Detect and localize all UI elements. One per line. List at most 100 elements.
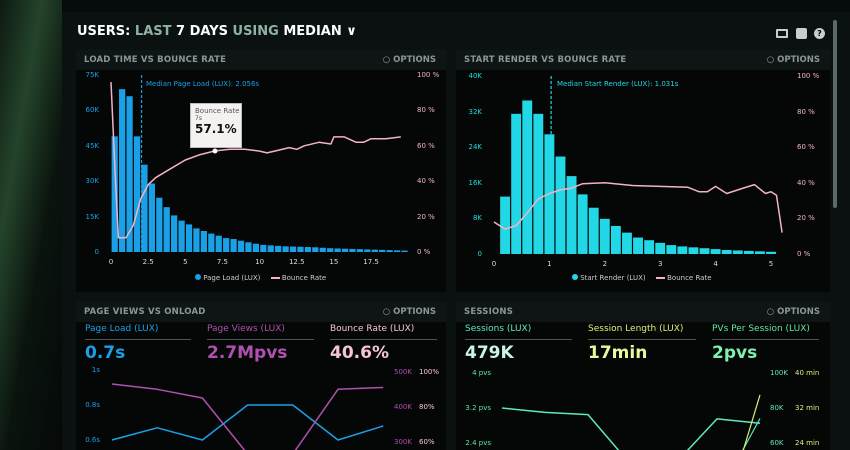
tick-label: 15K	[85, 212, 100, 221]
tick-label: 100 %	[797, 72, 820, 80]
tick-label: 60K	[85, 106, 100, 115]
tick-label: 80K	[770, 404, 784, 412]
tick-label: 24 min	[795, 439, 820, 447]
pvs-per-session-line	[501, 407, 761, 450]
histogram-bar	[577, 194, 588, 254]
legend: Start Render (LUX) Bounce Rate	[572, 274, 712, 282]
legend: Page Load (LUX) Bounce Rate	[195, 274, 326, 282]
histogram-bar	[178, 220, 185, 252]
histogram-bar	[364, 249, 371, 252]
tick-label: 0 %	[417, 248, 431, 256]
metric-value: 0.7s	[85, 343, 126, 363]
page-load-line	[111, 404, 384, 441]
metric-label: Page Load (LUX)	[85, 324, 159, 334]
histogram-bar	[356, 249, 364, 252]
histogram-bar	[341, 248, 349, 252]
scrollbar[interactable]	[833, 20, 837, 208]
title-days[interactable]: 7 DAYS	[176, 24, 228, 39]
histogram-bar	[245, 242, 252, 252]
tick-label: 40K	[468, 72, 483, 80]
tick-label: 8K	[472, 214, 482, 223]
histogram-bar	[133, 136, 141, 252]
tick-label: 2.4 pvs	[465, 439, 491, 447]
histogram-bar	[319, 247, 326, 252]
bounce-rate-line	[493, 182, 783, 233]
histogram-bar	[260, 244, 267, 252]
options-button[interactable]: ○ OPTIONS	[766, 307, 820, 317]
options-button[interactable]: ○ OPTIONS	[766, 55, 820, 65]
tick-label: 7.5	[216, 258, 228, 266]
metric-value: 2.7Mpvs	[207, 343, 288, 363]
histogram-bar	[710, 249, 721, 254]
legend-item[interactable]: Bounce Rate	[667, 274, 712, 282]
options-button[interactable]: ○ OPTIONS	[382, 307, 436, 317]
histogram-bar	[252, 243, 259, 252]
help-icon[interactable]: ?	[814, 28, 825, 39]
options-label: OPTIONS	[393, 55, 436, 65]
tick-label: 4	[713, 260, 718, 268]
legend-line-icon	[270, 277, 280, 279]
options-button[interactable]: ○ OPTIONS	[382, 55, 436, 65]
chevron-down-icon[interactable]: ∨	[346, 24, 357, 39]
histogram-bar	[533, 113, 544, 254]
tick-label: 0 %	[797, 250, 811, 258]
histogram-bar	[148, 183, 155, 252]
metric-label: Session Length (LUX)	[588, 324, 684, 334]
histogram-bar	[163, 207, 170, 252]
divider	[465, 339, 572, 340]
legend-item[interactable]: Page Load (LUX)	[203, 274, 261, 282]
tick-label: 3	[657, 260, 663, 268]
histogram-bar	[193, 228, 200, 252]
tick-label: 0	[491, 260, 497, 268]
dashboard-title[interactable]: USERS: LAST 7 DAYS USING MEDIAN ∨	[77, 24, 357, 39]
tick-label: 1	[547, 260, 552, 268]
histogram-bar	[275, 245, 282, 252]
options-label: OPTIONS	[777, 307, 820, 317]
tick-label: 80 %	[417, 106, 435, 115]
tick-label: 40 min	[795, 369, 820, 377]
share-icon[interactable]	[796, 28, 807, 39]
tick-label: 0.6s	[85, 436, 100, 444]
legend-item[interactable]: Bounce Rate	[281, 274, 327, 282]
tick-label: 0.8s	[85, 401, 100, 409]
median-label: Median Page Load (LUX): 2.056s	[146, 80, 260, 88]
histogram-bar	[297, 246, 304, 252]
tick-label: 400K	[394, 403, 412, 411]
tick-label: 300K	[394, 438, 412, 446]
histogram-bar	[371, 249, 378, 252]
tick-label: 0	[477, 250, 482, 258]
tick-label: 4 pvs	[472, 369, 491, 377]
histogram-bar	[743, 250, 754, 254]
histogram-bar	[200, 230, 207, 252]
background-plant	[0, 0, 62, 450]
title-method[interactable]: MEDIAN	[283, 24, 342, 39]
legend-item[interactable]: Start Render (LUX)	[580, 274, 646, 282]
tick-label: 45K	[85, 141, 100, 150]
histogram-bar	[289, 246, 297, 252]
title-using: USING	[232, 24, 279, 39]
metric-value: 17min	[588, 343, 648, 363]
tick-label: 60 %	[797, 143, 815, 152]
panel-title: LOAD TIME VS BOUNCE RATE	[84, 55, 227, 65]
metric-value: 40.6%	[330, 343, 389, 363]
histogram-bar	[401, 250, 408, 252]
monitor-icon[interactable]	[776, 29, 788, 38]
histogram-bar	[282, 246, 289, 252]
histogram-bar	[208, 233, 215, 252]
histogram-bar	[566, 176, 577, 254]
histogram-bar	[666, 245, 677, 254]
title-prefix: USERS:	[77, 24, 131, 39]
bounce-rate-line	[110, 82, 401, 239]
tick-label: 32K	[468, 107, 483, 116]
tick-label: 0	[94, 248, 99, 256]
histogram-bar	[655, 242, 666, 254]
divider	[712, 339, 819, 340]
tick-label: 100 %	[417, 71, 440, 79]
metric-label: Page Views (LUX)	[207, 324, 285, 334]
tick-label: 20 %	[417, 212, 435, 221]
tick-label: 75K	[85, 71, 100, 79]
histogram-bar	[721, 249, 732, 254]
panel-title: SESSIONS	[464, 307, 514, 317]
histogram-bar	[386, 250, 393, 252]
